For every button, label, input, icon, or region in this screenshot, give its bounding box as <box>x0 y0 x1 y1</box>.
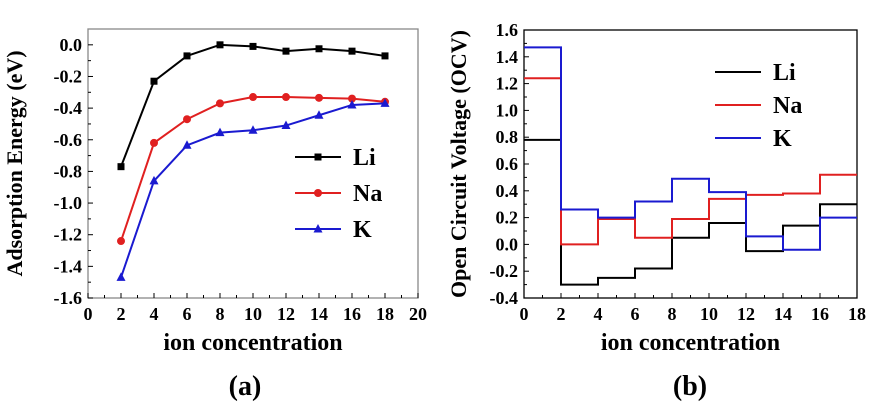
y-tick-label: -1.4 <box>54 256 83 276</box>
y-tick-label: 0.0 <box>496 234 519 254</box>
marker-k <box>182 140 192 149</box>
y-tick-label: 0.4 <box>496 181 519 201</box>
y-tick-label: -0.4 <box>490 288 519 308</box>
panel-a-adsorption-energy: 0 2 4 6 8 10 12 14 16 18 20 -1.6 -1.4 -1.2 -1.0 -0.8 -0.… <box>2 28 427 402</box>
y-tick-label: 0.6 <box>496 154 519 174</box>
y-tick-label: 1.6 <box>496 20 519 40</box>
y-axis-label: Adsorption Energy (eV) <box>2 50 27 276</box>
marker-li <box>216 41 224 49</box>
panel-b-open-circuit-voltage: 0 2 4 6 8 10 12 14 16 18 -0.4 -0.2 0.0 0.2 0.4 0.6 0.8 1.… <box>446 20 866 402</box>
marker-na <box>249 93 257 102</box>
plot-frame <box>523 29 858 299</box>
series-na: Na <box>524 77 857 246</box>
marker-li <box>315 45 323 53</box>
x-tick-label: 2 <box>117 304 126 324</box>
line-li <box>120 43 386 168</box>
y-tick-label: 1.0 <box>496 100 519 120</box>
x-tick-label: 18 <box>848 304 866 324</box>
y-tick-label: 0.0 <box>60 35 83 55</box>
series-li: Li <box>117 41 389 171</box>
x-axis-label: ion concentration <box>163 330 342 356</box>
x-tick-label: 8 <box>668 304 677 324</box>
marker-na <box>348 94 356 103</box>
marker-k <box>281 120 291 130</box>
x-tick-label: 2 <box>557 304 566 324</box>
x-tick-label: 16 <box>811 304 829 324</box>
series-na: Na <box>117 93 389 246</box>
legend-label-li: Li <box>353 145 376 171</box>
x-tick-label: 0 <box>520 304 529 324</box>
y-tick-label: -0.2 <box>54 66 83 86</box>
marker-k <box>215 127 225 137</box>
x-tick-label: 16 <box>343 304 361 324</box>
marker-na <box>315 93 323 102</box>
y-tick-label: 0.8 <box>496 127 519 147</box>
legend-label-na: Na <box>353 181 382 207</box>
x-axis-label: ion concentration <box>601 330 780 356</box>
marker-li <box>117 163 125 171</box>
marker-k <box>313 224 323 233</box>
marker-na <box>216 99 224 108</box>
step-line-na <box>524 77 857 246</box>
x-tick-label: 12 <box>277 304 295 324</box>
marker-li <box>348 47 356 55</box>
y-tick-label: -0.2 <box>490 261 519 281</box>
marker-k <box>248 125 258 134</box>
x-tick-label: 18 <box>376 304 394 324</box>
y-tick-label: -0.4 <box>54 98 83 118</box>
marker-li <box>381 52 389 60</box>
marker-k <box>380 98 390 107</box>
x-tick-label: 12 <box>737 304 755 324</box>
marker-na <box>183 115 191 124</box>
marker-li <box>314 153 322 161</box>
marker-na <box>117 237 125 246</box>
legend-label-li: Li <box>773 60 796 86</box>
x-tick-label: 10 <box>700 304 718 324</box>
y-tick-label: 1.2 <box>496 74 519 94</box>
x-tick-label: 4 <box>594 304 603 324</box>
x-tick-label: 10 <box>244 304 262 324</box>
x-tick-label: 6 <box>631 304 640 324</box>
y-tick-label: -1.6 <box>54 288 83 308</box>
y-tick-label: -0.8 <box>54 161 83 181</box>
marker-na <box>314 189 322 197</box>
series-k: K <box>116 98 390 281</box>
panel-label: (a) <box>229 371 262 402</box>
x-tick-label: 4 <box>150 304 159 324</box>
step-line-li <box>524 138 857 286</box>
legend-label-k: K <box>353 217 372 243</box>
x-tick-label: 20 <box>409 304 427 324</box>
marker-li <box>183 52 191 60</box>
series-k: K <box>524 46 857 251</box>
y-tick-label: -0.6 <box>54 130 83 150</box>
marker-na <box>150 138 158 147</box>
marker-na <box>282 93 290 102</box>
marker-k <box>314 110 324 119</box>
x-tick-label: 8 <box>216 304 225 324</box>
y-tick-label: -1.2 <box>54 225 83 245</box>
marker-li <box>282 47 290 55</box>
x-tick-label: 14 <box>774 304 792 324</box>
panel-label: (b) <box>673 371 707 402</box>
legend-label-na: Na <box>773 93 802 119</box>
marker-li <box>249 42 257 50</box>
y-tick-label: 0.2 <box>496 208 519 228</box>
y-tick-label: 1.4 <box>496 47 519 67</box>
marker-k <box>116 272 126 281</box>
marker-k <box>149 175 159 185</box>
y-axis-label: Open Circuit Voltage (OCV) <box>446 30 471 298</box>
legend-label-k: K <box>773 126 792 152</box>
x-tick-label: 0 <box>84 304 93 324</box>
marker-k <box>347 99 357 109</box>
line-na <box>120 96 386 242</box>
x-tick-label: 14 <box>310 304 328 324</box>
series-li: Li <box>524 60 857 286</box>
y-tick-label: -1.0 <box>54 193 83 213</box>
x-tick-label: 6 <box>183 304 192 324</box>
step-line-k <box>524 46 857 251</box>
marker-li <box>150 77 158 85</box>
